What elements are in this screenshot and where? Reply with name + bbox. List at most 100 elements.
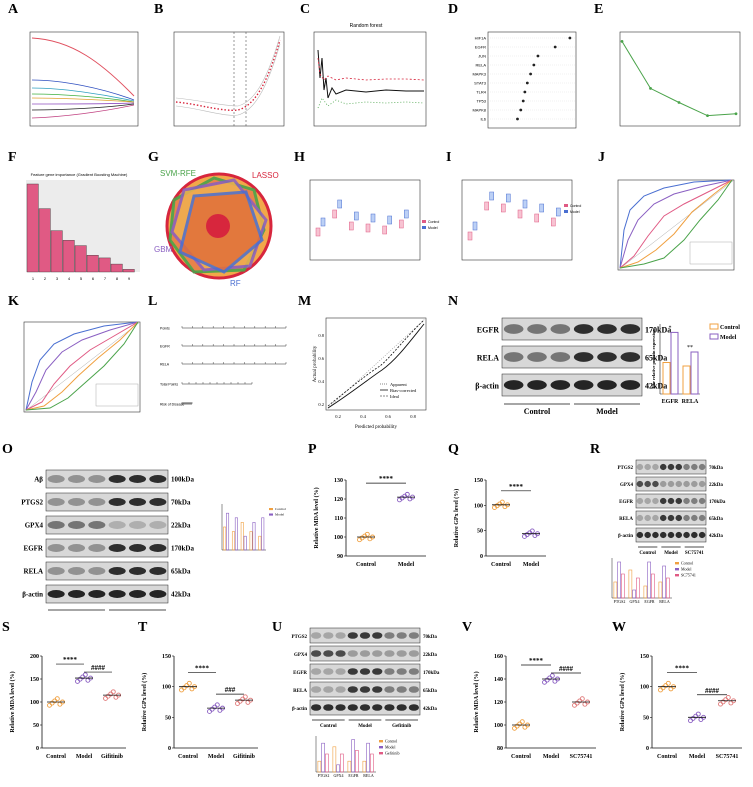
mini-bar xyxy=(632,589,636,599)
dot-ytick-label: 120 xyxy=(494,700,503,706)
venn-diagram: SVM-RFE LASSO GBM RF xyxy=(154,169,279,288)
dot-point xyxy=(404,491,410,497)
dot-point xyxy=(235,701,240,706)
dot-point xyxy=(75,678,80,684)
blot-band xyxy=(691,531,698,539)
expression-bar xyxy=(670,331,679,395)
mini-bar-category: RELA xyxy=(363,773,374,778)
group-label: Model xyxy=(128,613,147,614)
dot-group-label: Gifitinib xyxy=(233,754,256,760)
blot-band xyxy=(675,463,683,471)
western-blot-o: Aβ 100kDa PTGS2 70kDa GPX4 22kDa EGFR 170kDa REL… xyxy=(21,469,286,614)
legend-label: Control xyxy=(720,325,740,331)
box-model xyxy=(354,211,359,221)
blot-band xyxy=(47,590,65,598)
blot-band xyxy=(396,668,407,675)
significance-mark: **** xyxy=(509,483,524,491)
blot-kda-label: 22kDa xyxy=(171,522,191,530)
blot-band xyxy=(620,380,641,390)
blot-band xyxy=(675,514,683,522)
mini-bar xyxy=(340,753,344,773)
venn-label-svm: SVM-RFE xyxy=(160,169,196,178)
legend-swatch-model xyxy=(422,226,426,229)
dot-group-label: Control xyxy=(356,562,376,568)
blot-band xyxy=(503,380,524,390)
significance-mark: ** xyxy=(687,345,693,351)
blot-band xyxy=(667,497,675,505)
blot-band xyxy=(359,650,371,657)
blot-band xyxy=(408,668,420,675)
rmse-line xyxy=(621,41,737,117)
nomogram-row-label: Risk of Disease xyxy=(160,403,184,407)
blot-band xyxy=(347,650,358,657)
blot-band xyxy=(691,480,698,488)
blot-band-label: GPX4 xyxy=(25,522,44,530)
blot-kda-label: 42kDa xyxy=(709,534,723,539)
apparent-line xyxy=(327,319,425,407)
mini-bar xyxy=(651,573,655,599)
blot-band xyxy=(550,324,571,334)
roc-line xyxy=(25,321,139,411)
plot-frame xyxy=(173,31,285,127)
mini-bar xyxy=(662,565,666,599)
blot-band xyxy=(67,567,86,575)
importance-bar xyxy=(74,245,87,273)
blot-band xyxy=(67,498,86,506)
mini-bar-category: EGFR xyxy=(644,599,655,604)
mini-bar-category: PTGS2 xyxy=(318,773,330,778)
mini-legend-label: Control xyxy=(275,507,286,511)
lasso-coefficient-plot xyxy=(29,31,139,127)
blot-band xyxy=(359,632,371,639)
dot-ylabel: Relative MDA level (%) xyxy=(9,671,16,732)
venn-intersection xyxy=(206,214,230,238)
blot-kda-label: 65kDa xyxy=(171,568,191,576)
blot-band xyxy=(47,544,65,552)
blot-band xyxy=(573,352,594,362)
blot-band xyxy=(128,544,147,552)
dot-plot-s: 0 50 100 150 200 Relative MDA level (%) Contro… xyxy=(9,654,126,760)
gene-point xyxy=(529,72,532,76)
box-model xyxy=(472,221,478,231)
blot-band xyxy=(698,463,706,471)
rmse-point xyxy=(620,40,624,43)
mini-bar xyxy=(362,760,367,773)
dot-point xyxy=(217,707,223,713)
blot-band xyxy=(698,514,706,522)
blot-band xyxy=(408,704,420,711)
blot-band xyxy=(108,521,126,529)
blot-band xyxy=(636,531,644,539)
blot-band xyxy=(372,650,383,657)
dot-ylabel: Relative MDA level (%) xyxy=(313,487,320,548)
dot-group-label: Model xyxy=(76,754,93,760)
blot-band xyxy=(652,463,659,471)
mini-bar-category: GPX4 xyxy=(629,599,639,604)
label-t: T xyxy=(138,620,148,635)
roc-curve-j xyxy=(617,179,735,271)
dot-point xyxy=(47,702,52,708)
blot-band xyxy=(636,463,644,471)
blot-kda-label: 170kDa xyxy=(171,545,194,553)
mini-bar xyxy=(252,522,256,551)
blot-band xyxy=(47,498,65,506)
blot-band-label: β-actin xyxy=(618,534,633,539)
legend-control: Control xyxy=(570,204,582,208)
dot-point xyxy=(82,672,88,678)
mini-bar-category: RELA xyxy=(659,599,670,604)
legend-swatch-control xyxy=(422,220,426,223)
blot-strip xyxy=(501,317,643,341)
label-g: G xyxy=(148,150,159,165)
dot-ytick-label: 80 xyxy=(497,746,503,752)
expression-boxplot-h: Control Model xyxy=(309,179,440,261)
blot-band xyxy=(47,521,65,529)
gene-point xyxy=(536,54,540,58)
gene-label: HIF1A xyxy=(475,36,487,41)
roc-line xyxy=(619,179,733,269)
mini-bar xyxy=(355,750,359,773)
legend-control: Control xyxy=(428,220,440,224)
blot-band xyxy=(659,514,667,522)
blot-band xyxy=(108,498,126,506)
legend-model: Model xyxy=(428,226,438,230)
bar-tick-label: 3 xyxy=(56,276,59,281)
blot-band xyxy=(550,380,571,390)
coef-path xyxy=(31,87,135,102)
